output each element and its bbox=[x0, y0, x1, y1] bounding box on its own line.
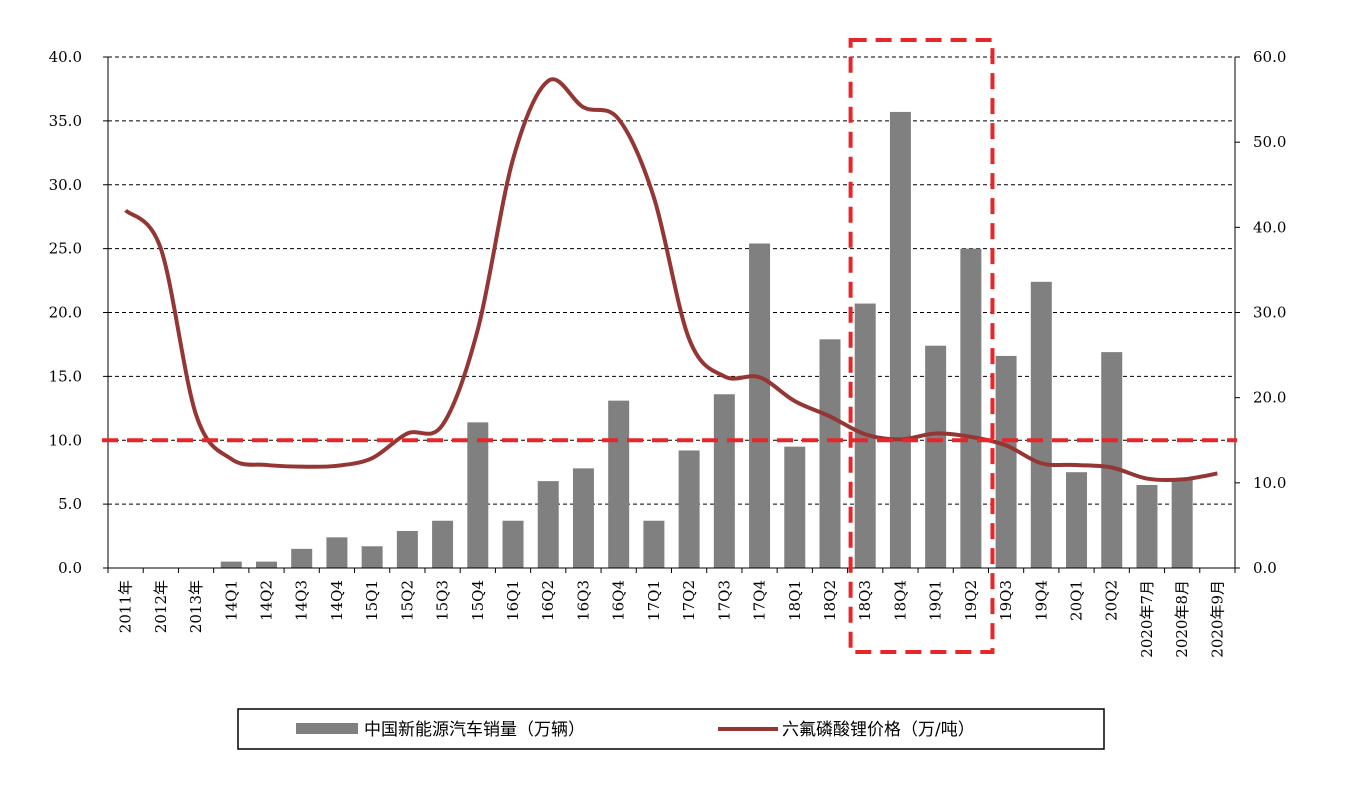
y-left-tick-label: 5.0 bbox=[58, 495, 82, 513]
x-tick-label: 2012年 bbox=[152, 580, 170, 633]
x-tick-label: 14Q2 bbox=[257, 580, 275, 621]
annotations bbox=[102, 38, 1237, 654]
x-tick-label: 20Q1 bbox=[1068, 580, 1086, 621]
bar bbox=[467, 422, 489, 568]
bar bbox=[1136, 484, 1158, 568]
legend-label-bar: 中国新能源汽车销量（万辆） bbox=[364, 720, 585, 740]
x-tick-label: 14Q3 bbox=[293, 580, 311, 621]
grid-lines bbox=[108, 56, 1235, 505]
legend-box bbox=[237, 708, 1105, 750]
line-series bbox=[124, 77, 1218, 483]
bar bbox=[749, 243, 771, 568]
bar bbox=[1066, 472, 1088, 568]
x-tick-label: 18Q4 bbox=[891, 580, 909, 621]
bar bbox=[255, 561, 277, 568]
highlight-box bbox=[848, 38, 995, 654]
y-left-tick-label: 20.0 bbox=[49, 304, 82, 322]
bar bbox=[291, 548, 313, 568]
x-tick-label: 16Q1 bbox=[504, 580, 522, 621]
bar-series bbox=[220, 111, 1193, 569]
x-tick-label: 15Q2 bbox=[398, 580, 416, 621]
y-left-tick-label: 30.0 bbox=[49, 176, 82, 194]
bar bbox=[1171, 478, 1193, 568]
x-tick-label: 17Q4 bbox=[751, 580, 769, 621]
bar bbox=[572, 468, 594, 568]
x-tick-label: 18Q3 bbox=[856, 580, 874, 621]
x-tick-label: 18Q2 bbox=[821, 580, 839, 621]
x-tick-label: 17Q3 bbox=[715, 580, 733, 621]
x-tick-label: 15Q4 bbox=[469, 580, 487, 621]
x-tick-label: 19Q2 bbox=[962, 580, 980, 621]
bar bbox=[1101, 352, 1123, 568]
bar bbox=[608, 400, 630, 568]
bar bbox=[326, 537, 348, 568]
bar bbox=[220, 561, 242, 568]
y-right-tick-label: 10.0 bbox=[1253, 474, 1286, 492]
y-right-tick-label: 50.0 bbox=[1253, 133, 1286, 151]
y-right-tick-label: 30.0 bbox=[1253, 304, 1286, 322]
x-tick-label: 16Q2 bbox=[539, 580, 557, 621]
y-left-tick-label: 0.0 bbox=[58, 559, 82, 577]
x-tick-label: 16Q4 bbox=[610, 580, 628, 621]
x-tick-label: 2020年7月 bbox=[1138, 580, 1156, 658]
bar bbox=[819, 339, 841, 568]
bar bbox=[784, 446, 806, 568]
bar bbox=[995, 355, 1017, 568]
price-line bbox=[124, 77, 1218, 483]
y-left-tick-label: 10.0 bbox=[49, 431, 82, 449]
bar bbox=[678, 450, 700, 568]
x-tick-label: 19Q4 bbox=[1032, 580, 1050, 621]
legend-bar-swatch bbox=[296, 723, 358, 734]
bar bbox=[537, 481, 559, 568]
x-tick-label: 15Q3 bbox=[434, 580, 452, 621]
bar bbox=[1030, 281, 1052, 568]
y-right-tick-label: 0.0 bbox=[1253, 559, 1277, 577]
x-tick-label: 2013年 bbox=[187, 580, 205, 633]
y-right-tick-label: 40.0 bbox=[1253, 218, 1286, 236]
x-tick-label: 15Q1 bbox=[363, 580, 381, 621]
y-left-tick-label: 15.0 bbox=[49, 367, 82, 385]
x-tick-label: 14Q1 bbox=[222, 580, 240, 621]
y-left-tick-label: 35.0 bbox=[49, 112, 82, 130]
x-tick-label: 17Q1 bbox=[645, 580, 663, 621]
y-right-tick-label: 60.0 bbox=[1253, 48, 1286, 66]
x-tick-label: 2020年9月 bbox=[1208, 580, 1226, 658]
bar bbox=[925, 345, 947, 568]
y-left-tick-label: 25.0 bbox=[49, 240, 82, 258]
x-tick-label: 19Q3 bbox=[997, 580, 1015, 621]
bar bbox=[960, 248, 982, 568]
x-tick-label: 17Q2 bbox=[680, 580, 698, 621]
bar bbox=[889, 111, 911, 569]
bar bbox=[643, 520, 665, 568]
x-tick-label: 14Q4 bbox=[328, 580, 346, 621]
x-tick-label: 16Q3 bbox=[574, 580, 592, 621]
bar bbox=[432, 520, 454, 568]
x-tick-label: 20Q2 bbox=[1103, 580, 1121, 621]
y-right-tick-label: 20.0 bbox=[1253, 389, 1286, 407]
x-tick-label: 18Q1 bbox=[786, 580, 804, 621]
bar bbox=[713, 394, 735, 568]
y-left-tick-label: 40.0 bbox=[49, 48, 82, 66]
x-tick-label: 19Q1 bbox=[927, 580, 945, 621]
bar bbox=[396, 530, 418, 568]
bar bbox=[361, 546, 383, 568]
x-tick-label: 2020年8月 bbox=[1173, 580, 1191, 658]
legend: 中国新能源汽车销量（万辆） 六氟磷酸锂价格（万/吨） bbox=[237, 708, 1105, 750]
tick-labels: 0.0 5.0 10.0 15.0 20.0 25.0 30.0 35.0 40.0 0.0 10.… bbox=[49, 48, 1287, 658]
bar bbox=[502, 520, 524, 568]
legend-label-line: 六氟磷酸锂价格（万/吨） bbox=[782, 720, 975, 740]
x-tick-label: 2011年 bbox=[117, 580, 135, 633]
